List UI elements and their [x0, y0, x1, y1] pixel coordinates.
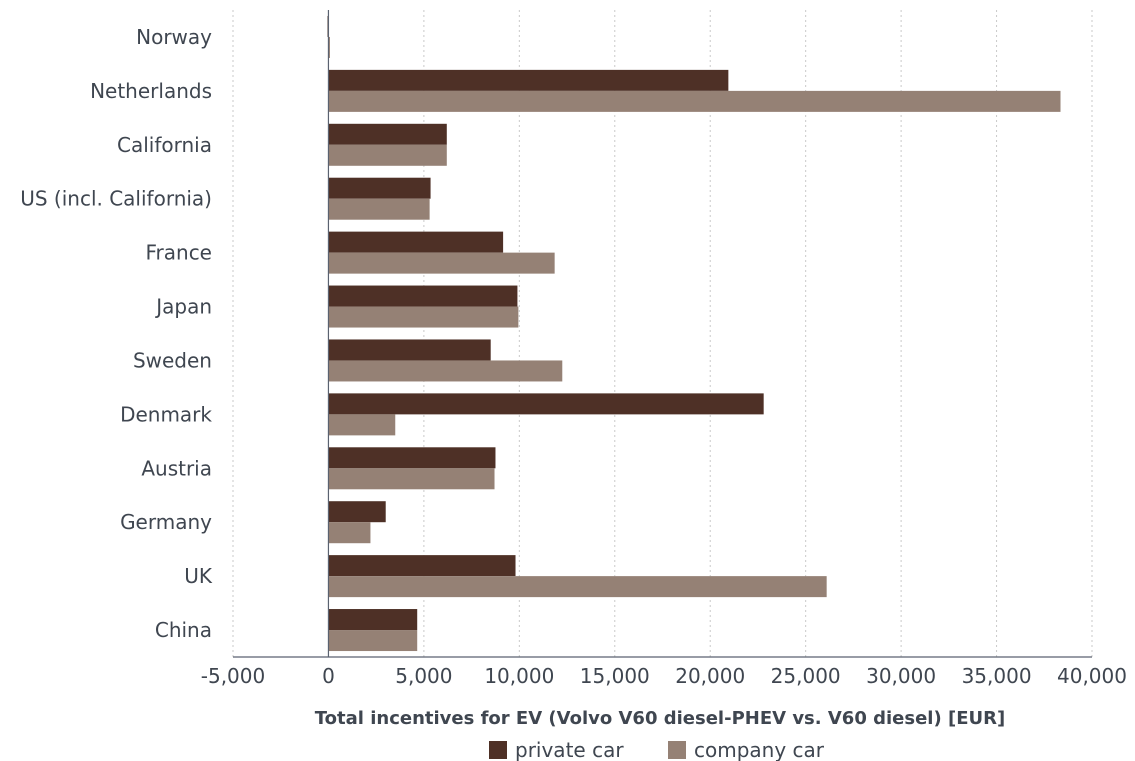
bar-company-car [328, 522, 371, 544]
legend-label: company car [694, 738, 825, 761]
x-tick-label: 40,000 [1057, 664, 1127, 688]
bar-private-car [328, 177, 431, 199]
legend-swatch [668, 741, 686, 759]
bar-company-car [328, 306, 519, 328]
bar-company-car [328, 198, 430, 220]
bar-private-car [328, 501, 386, 523]
category-label: Netherlands [90, 79, 212, 103]
x-tick-label: -5,000 [201, 664, 265, 688]
bar-private-car [328, 231, 504, 253]
bar-private-car [328, 393, 764, 415]
x-tick-label: 35,000 [962, 664, 1032, 688]
bar-private-car [328, 69, 729, 91]
bar-private-car [328, 447, 496, 469]
category-label: Norway [136, 25, 212, 49]
bar-private-car [328, 555, 516, 577]
x-tick-label: 30,000 [866, 664, 936, 688]
bar-company-car [328, 144, 447, 166]
bar-private-car [328, 285, 518, 307]
legend-label: private car [515, 738, 624, 761]
bar-company-car [328, 252, 555, 274]
category-label: Japan [154, 295, 212, 319]
bar-company-car [328, 36, 330, 58]
category-label: California [117, 133, 212, 157]
category-label: Sweden [133, 348, 212, 372]
bar-private-car [328, 123, 447, 145]
category-label: France [145, 241, 212, 265]
category-label: Germany [120, 510, 212, 534]
bar-private-car [328, 339, 491, 361]
x-tick-label: 0 [322, 664, 335, 688]
bar-company-car [328, 468, 495, 490]
bar-company-car [328, 414, 396, 436]
legend-swatch [489, 741, 507, 759]
bar-company-car [328, 360, 563, 382]
legend: private car company car [489, 738, 825, 761]
category-labels: Norway Netherlands California US (incl. Cal… [20, 25, 213, 642]
category-label: China [155, 618, 212, 642]
x-tick-labels: -5,000 0 5,000 10,000 15,000 20,000 25,000 30,0… [201, 664, 1127, 688]
x-tick-label: 25,000 [771, 664, 841, 688]
bar-company-car [328, 90, 1061, 112]
bars [327, 15, 1061, 652]
x-tick-label: 20,000 [675, 664, 745, 688]
category-label: US (incl. California) [20, 187, 212, 211]
x-axis-title: Total incentives for EV (Volvo V60 diese… [315, 708, 1005, 729]
x-tick-label: 10,000 [484, 664, 554, 688]
category-label: UK [184, 564, 213, 588]
x-tick-label: 15,000 [580, 664, 650, 688]
category-label: Denmark [120, 402, 212, 426]
bar-company-car [328, 576, 827, 598]
category-label: Austria [141, 456, 212, 480]
x-tick-label: 5,000 [395, 664, 452, 688]
bar-private-car [328, 609, 418, 631]
bar-company-car [328, 630, 418, 652]
